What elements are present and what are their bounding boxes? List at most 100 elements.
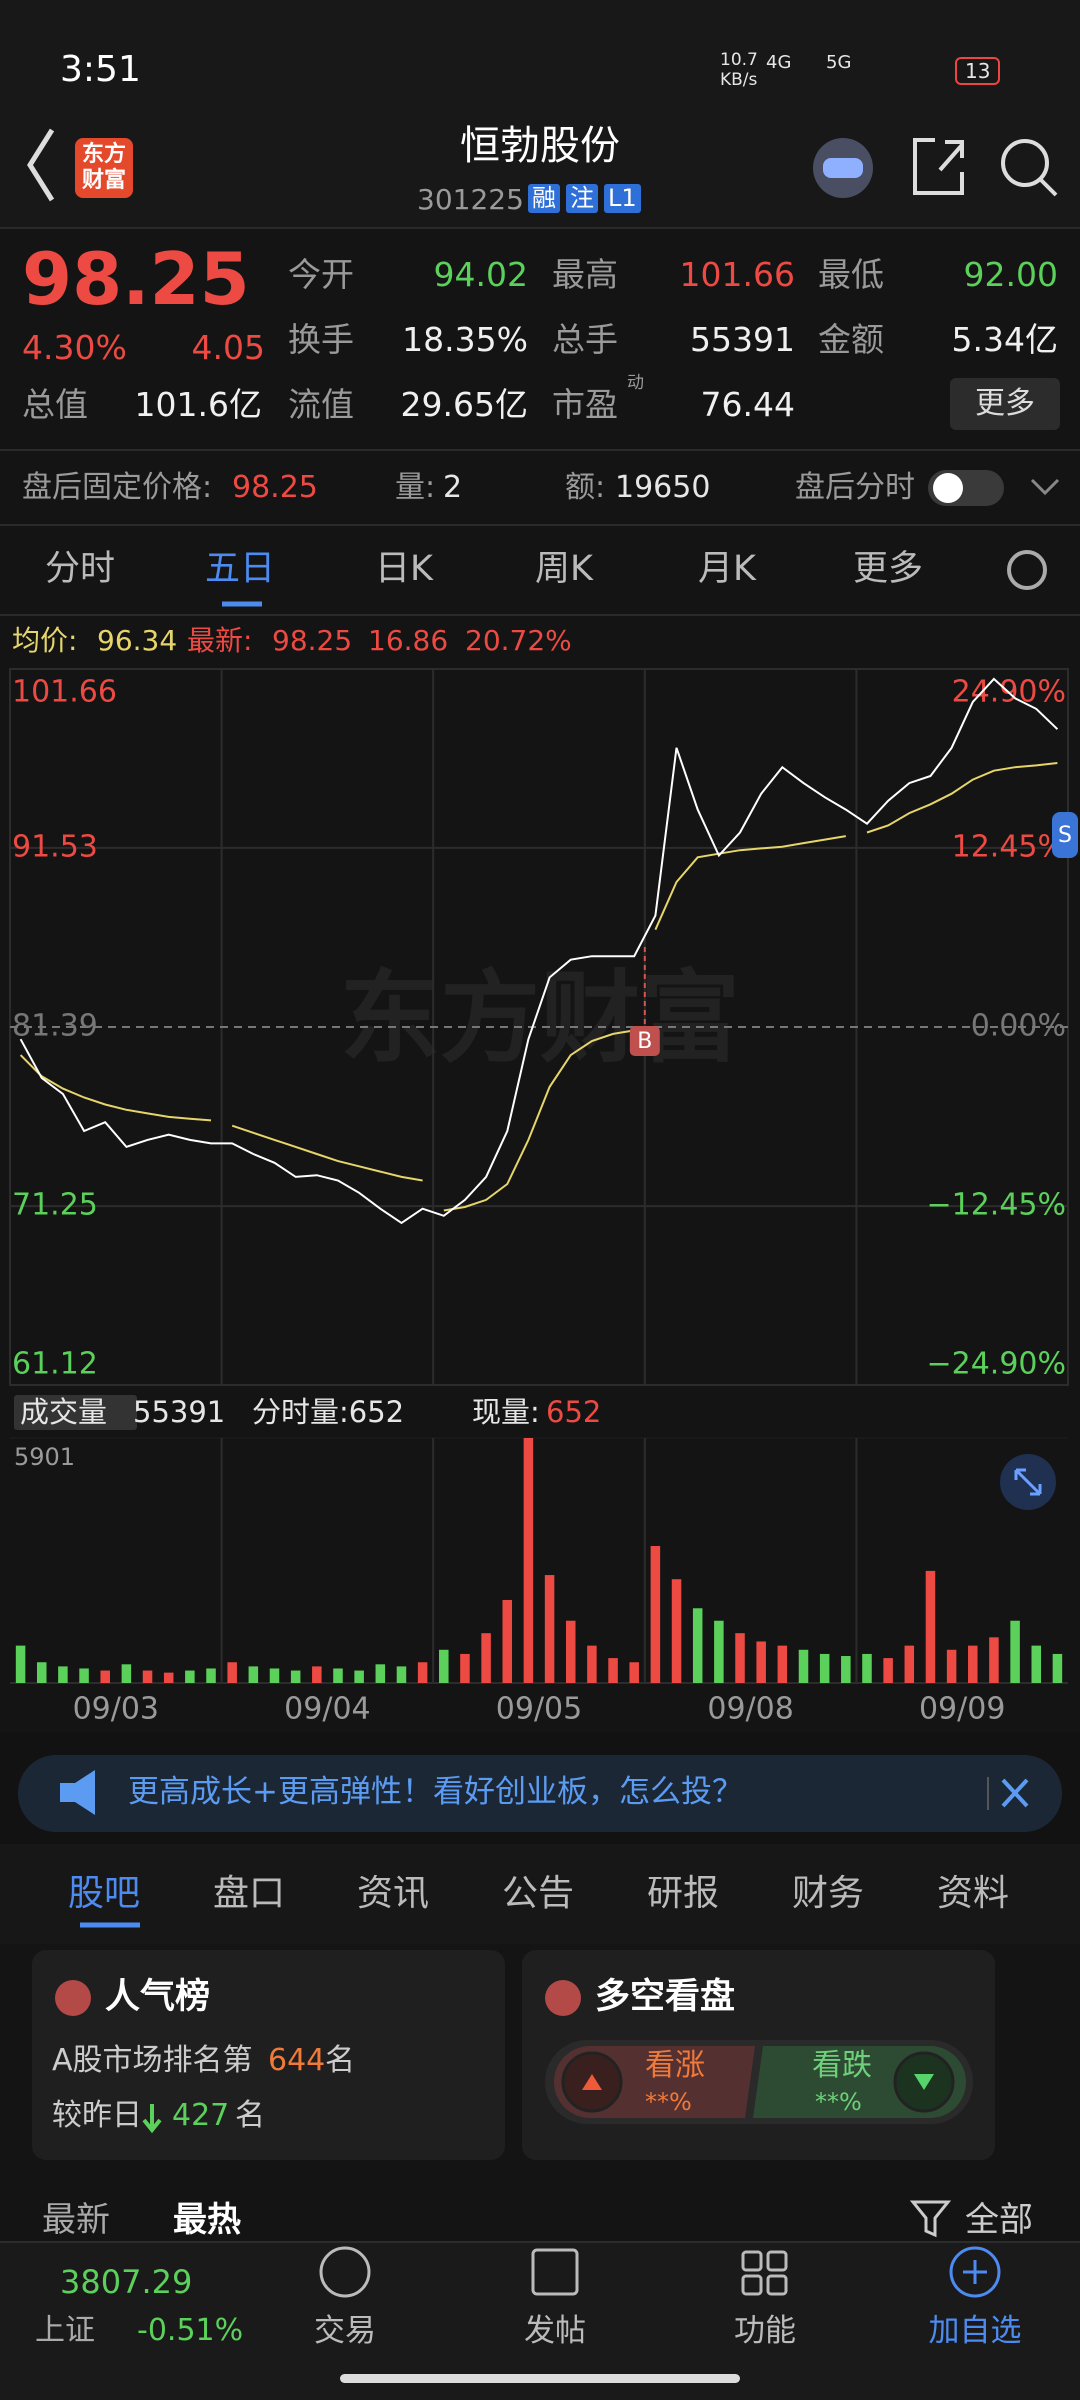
back-icon[interactable] (27, 128, 55, 202)
stock-code: 301225 (417, 183, 524, 216)
vol-bar (58, 1666, 68, 1683)
share-icon[interactable] (913, 138, 964, 195)
chart-tab[interactable]: 月K (698, 549, 756, 589)
vol-bar (354, 1670, 364, 1683)
index-value[interactable]: 3807.29 (60, 2263, 193, 2301)
index-name: 上证 (35, 2313, 95, 2348)
vol-tick: 分时量:652 (252, 1395, 405, 1429)
legend-item: 16.86 (368, 624, 449, 657)
vote-up: 看涨 (645, 2048, 705, 2083)
vol-bar (544, 1575, 555, 1683)
nav-item[interactable]: 加自选 (928, 2313, 1022, 2349)
vol-bar (417, 1662, 428, 1683)
vote-icon (545, 1980, 581, 2016)
ah-amt-label: 额: (565, 470, 606, 505)
more-button[interactable]: 更多 (975, 386, 1035, 421)
func-icon[interactable] (741, 2250, 763, 2272)
vol-bar (819, 1653, 830, 1683)
rank-title: 人气榜 (105, 1977, 211, 2017)
section-tab[interactable]: 资讯 (357, 1873, 430, 1914)
pct-label: 12.45% (952, 829, 1066, 864)
vol-bar (227, 1662, 237, 1683)
ah-amt: 19650 (615, 470, 711, 505)
search-icon[interactable] (1001, 139, 1049, 187)
x-tick-label: 09/04 (284, 1692, 370, 1727)
section-tab[interactable]: 股吧 (68, 1873, 141, 1914)
vol-bar (904, 1645, 915, 1683)
banner-text[interactable]: 更高成长+更高弹性！看好创业板，怎么投？ (128, 1774, 743, 1810)
trade-icon[interactable] (319, 2246, 371, 2298)
vol-bar (142, 1670, 153, 1683)
feed-all[interactable]: 全部 (965, 2200, 1033, 2240)
func-icon (741, 2274, 763, 2296)
rank-delta: 427 (172, 2098, 230, 2133)
ah-vol-label: 量: (395, 470, 436, 505)
vote-down: 看跌 (812, 2048, 872, 2083)
more-button-bg[interactable] (950, 378, 1060, 430)
chart-tab[interactable]: 周K (535, 549, 593, 589)
banner-bg[interactable] (18, 1755, 1062, 1832)
feed-hottest[interactable]: 最热 (173, 2200, 241, 2240)
nav-item[interactable]: 发帖 (524, 2313, 586, 2349)
vol-bar (671, 1579, 682, 1683)
legend-item: 最新: (187, 624, 253, 657)
section-tab[interactable]: 资料 (937, 1873, 1010, 1914)
vol-bar (735, 1633, 745, 1683)
field-value: 101.6亿 (134, 385, 262, 424)
vol-tick-label: 5901 (14, 1443, 75, 1471)
nav-item[interactable]: 功能 (734, 2313, 796, 2349)
section-tab[interactable]: 公告 (502, 1873, 575, 1914)
vol-bar (248, 1666, 259, 1683)
vol-bar (121, 1664, 132, 1683)
robot-eyes (823, 158, 863, 178)
legend-item: 均价: (12, 624, 78, 657)
func-icon (766, 2250, 788, 2272)
vol-bar (777, 1645, 788, 1683)
x-tick-label: 09/03 (73, 1692, 159, 1727)
chart-tab[interactable]: 分时 (45, 549, 116, 589)
field-label: 最高 (552, 255, 618, 294)
vol-bar (206, 1668, 216, 1683)
rank-unit: 名 (325, 2043, 355, 2078)
section-tab[interactable]: 研报 (647, 1873, 720, 1914)
chevron[interactable] (1030, 478, 1060, 496)
price-line (19, 677, 1059, 1225)
legend-item: 96.34 (97, 624, 178, 657)
logo-bg (75, 138, 133, 198)
vol-bar (481, 1633, 491, 1683)
nav-item[interactable]: 交易 (314, 2313, 376, 2349)
ah-label: 盘后固定价格: (22, 470, 213, 505)
search-icon-handle (1039, 178, 1058, 197)
section-tab[interactable]: 财务 (792, 1873, 865, 1914)
vol-bar (883, 1658, 893, 1683)
filter-icon[interactable] (909, 2200, 952, 2238)
rank-value: 644 (268, 2043, 326, 2078)
stock-title: 恒勃股份 (460, 123, 620, 169)
net-speed: 10.7 (720, 50, 758, 70)
rank-line2: 较昨日 (52, 2098, 142, 2133)
marker-b: B (637, 1029, 652, 1054)
feed-newest[interactable]: 最新 (42, 2200, 110, 2240)
settings-icon[interactable] (1007, 550, 1047, 590)
func-icon (766, 2274, 788, 2296)
field-value: 29.65亿 (400, 385, 528, 424)
tag: 融 (528, 184, 560, 213)
vol-bar (714, 1620, 724, 1683)
chart-tab[interactable]: 日K (375, 549, 433, 589)
x-tick-label: 09/05 (496, 1692, 582, 1727)
delta-arrow (142, 2104, 162, 2134)
add-icon[interactable] (949, 2246, 1001, 2298)
vol-bar (650, 1545, 661, 1683)
vol-now: 652 (546, 1395, 602, 1429)
section-tab[interactable]: 盘口 (213, 1873, 286, 1914)
close-icon[interactable] (1001, 1778, 1029, 1808)
post-icon[interactable] (531, 2248, 579, 2296)
last-price: 98.25 (22, 237, 250, 321)
chart-tab[interactable]: 五日 (205, 549, 276, 589)
vol-bar (692, 1608, 703, 1683)
field-label: 市盈 (552, 385, 618, 424)
watermark: 东方财富 (340, 959, 740, 1076)
chart-tab[interactable]: 更多 (853, 549, 924, 589)
tag: L1 (604, 184, 641, 213)
